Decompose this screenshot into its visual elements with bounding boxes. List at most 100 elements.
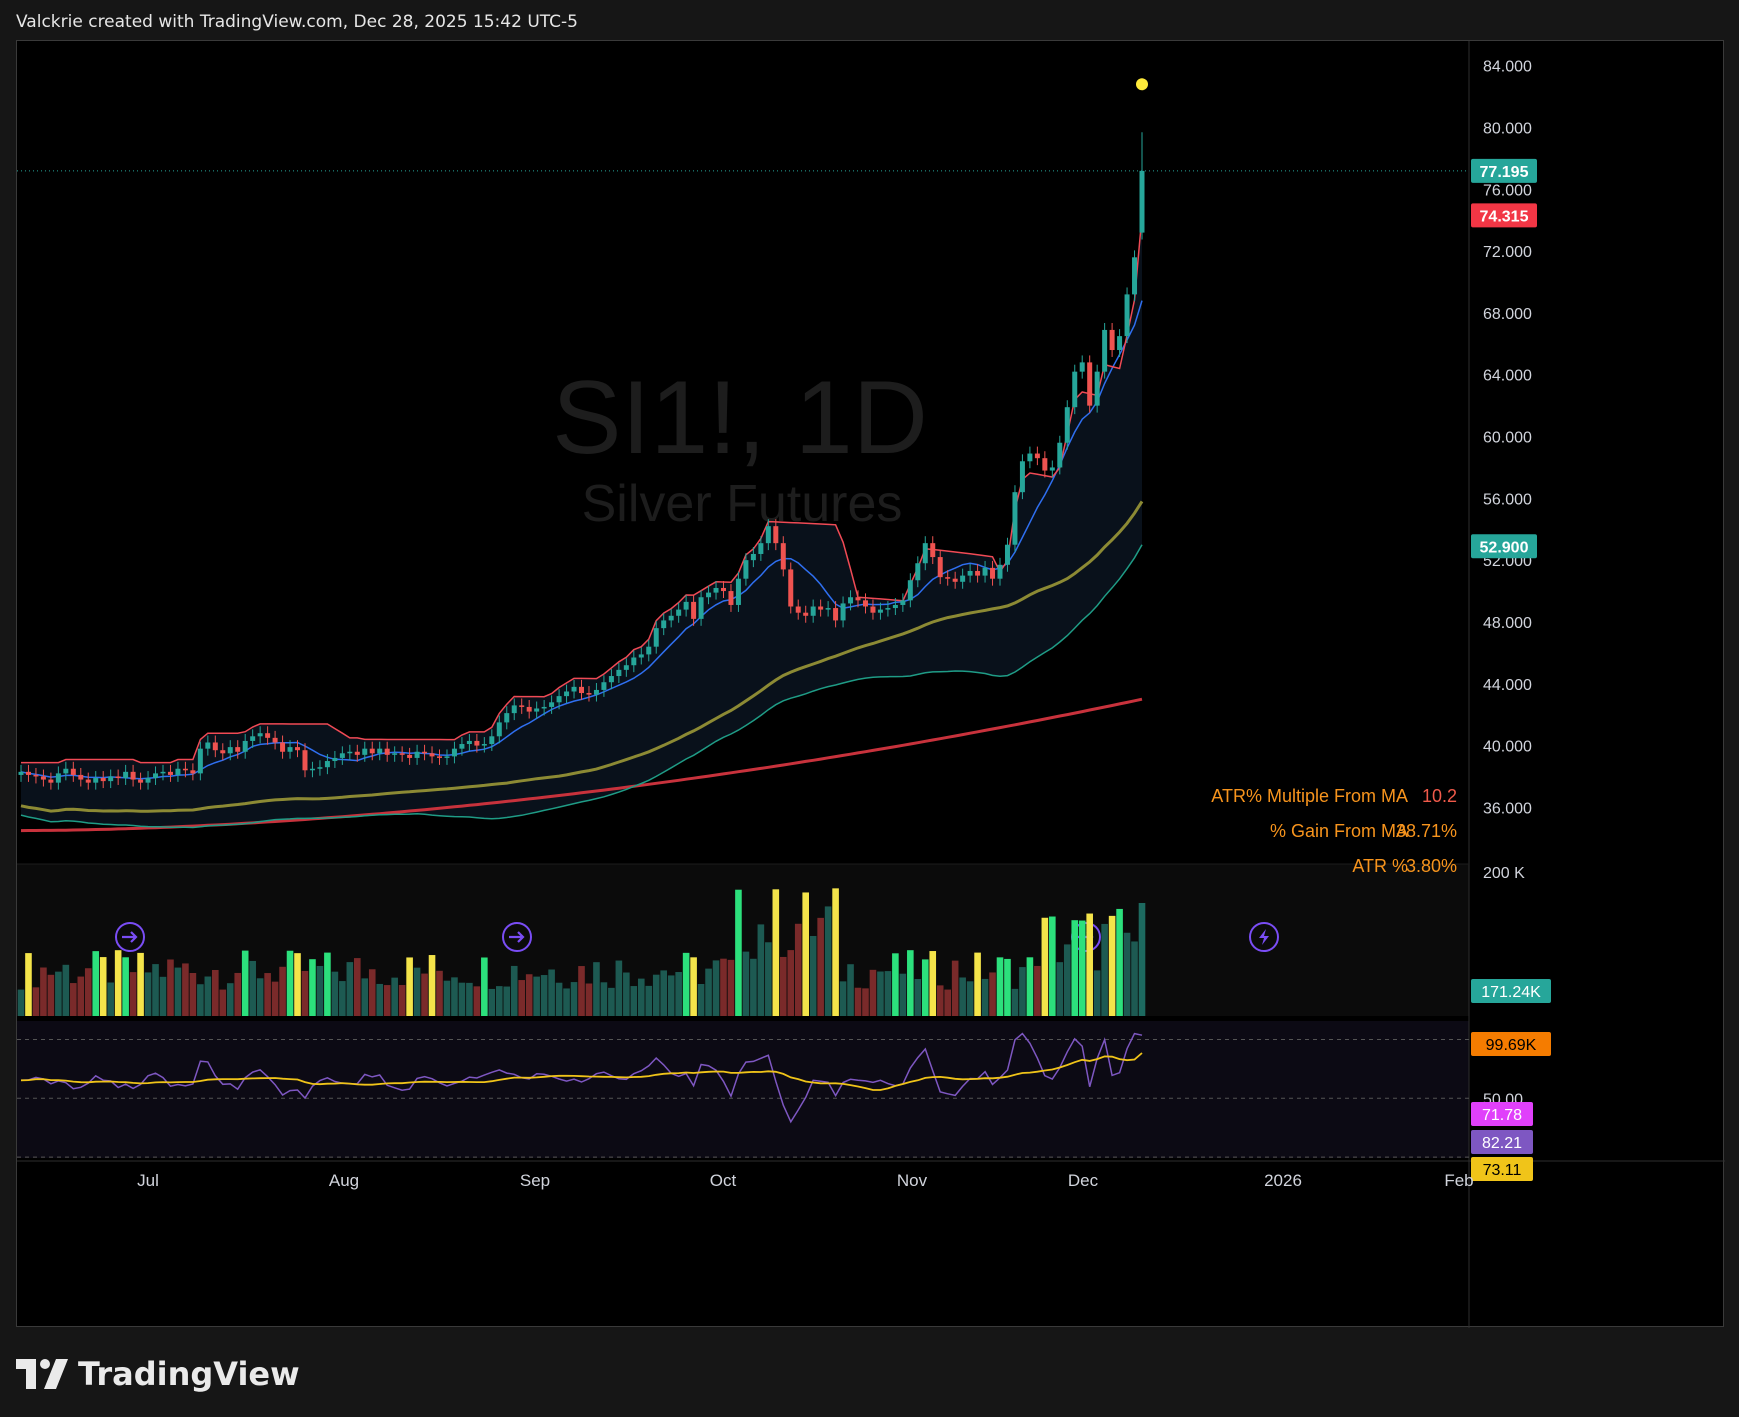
volume-bar [413, 967, 421, 1016]
price-tick-label: 48.000 [1483, 615, 1532, 632]
volume-bar [847, 964, 854, 1016]
info-table-value: 10.2 [1422, 786, 1457, 806]
volume-bar [40, 967, 47, 1016]
candle-body [1019, 461, 1025, 493]
volume-bar [466, 982, 473, 1016]
volume-bar [944, 989, 951, 1016]
volume-bar [331, 971, 339, 1016]
candle-body [511, 705, 517, 714]
price-label-box [1471, 534, 1537, 559]
volume-bar [824, 906, 832, 1016]
candle-body [788, 569, 794, 607]
candle-body [295, 747, 301, 751]
candle-body [25, 771, 31, 775]
candle-body [1117, 336, 1123, 351]
volume-bar [204, 976, 212, 1016]
candle-body [907, 580, 913, 601]
info-table-value: 3.80% [1406, 856, 1457, 876]
volume-bar [249, 960, 256, 1016]
price-label: 77.195 [1480, 164, 1529, 181]
volume-bar [608, 987, 615, 1016]
volume-bar [518, 980, 526, 1016]
candle-body [638, 654, 644, 658]
candle-body [608, 676, 614, 683]
volume-bar [727, 959, 735, 1016]
chart-frame[interactable]: SI1!, 1D Silver Futures 84.000 80.000 76.000… [16, 40, 1725, 1328]
volume-bar [1116, 908, 1123, 1016]
candle-body [803, 612, 809, 616]
volume-bar [682, 952, 690, 1016]
candle-body [414, 751, 420, 758]
candle-body [1087, 362, 1093, 406]
candle-body [773, 526, 779, 544]
candle-body [1034, 453, 1040, 459]
candle-body [332, 757, 338, 762]
candle-body [668, 615, 674, 621]
volume-bar [1049, 916, 1056, 1016]
volume-bar [600, 982, 608, 1016]
candle-body [1057, 442, 1063, 468]
volume-bar [1063, 944, 1071, 1016]
candle-body [287, 747, 293, 752]
volume-bar [1071, 920, 1079, 1016]
candle-body [167, 771, 173, 775]
candle-body [870, 606, 876, 613]
candle-body [534, 708, 540, 712]
candle-body [1049, 467, 1055, 471]
price-tick-label: 76.000 [1483, 182, 1532, 199]
candle-body [257, 733, 263, 737]
candle-body [758, 543, 764, 554]
candle-body [750, 553, 756, 561]
volume-bar [899, 973, 907, 1016]
candle-body [601, 682, 607, 690]
volume-bar [197, 984, 204, 1016]
candle-body [309, 768, 315, 771]
candle-body [63, 768, 69, 774]
volume-bar [264, 973, 271, 1016]
tradingview-logo[interactable]: TradingView [16, 1352, 300, 1396]
volume-bar [555, 982, 563, 1016]
volume-bar [929, 951, 937, 1016]
price-label-box [1471, 203, 1537, 228]
candle-body [892, 604, 898, 609]
band-fill [21, 215, 1142, 828]
signal-ring [502, 922, 532, 952]
volume-tick-label: 200 K [1483, 865, 1525, 882]
volume-bar [525, 974, 533, 1016]
candle-body [855, 597, 861, 601]
candle-body [145, 778, 151, 783]
volume-bar [914, 978, 922, 1016]
candle-body [1079, 362, 1085, 372]
candle-body [108, 776, 114, 782]
candle-body [676, 609, 682, 616]
volume-bar [862, 988, 869, 1016]
candle-body [967, 570, 973, 576]
volume-bars [17, 888, 1146, 1016]
volume-bar [750, 958, 757, 1016]
volume-bar [936, 985, 944, 1016]
candle-body [242, 740, 248, 752]
volume-bar [421, 973, 428, 1016]
candle-body [422, 751, 428, 754]
volume-bar [787, 950, 795, 1016]
volume-bar [989, 972, 996, 1016]
candle-body [960, 575, 966, 582]
candle-body [922, 543, 928, 564]
candle-body [833, 608, 839, 621]
volume-bar [1138, 902, 1146, 1016]
time-tick-label: Nov [897, 1171, 928, 1190]
volume-bar [869, 969, 877, 1016]
volume-bar [1026, 957, 1034, 1016]
candle-body [720, 587, 726, 592]
candle-body [85, 779, 91, 783]
candle-body [429, 753, 435, 757]
volume-bar [495, 986, 503, 1016]
candle-body [877, 609, 883, 613]
candle-body [40, 776, 46, 780]
candle-body [481, 744, 487, 746]
volume-bar [652, 974, 660, 1016]
candle-body [735, 578, 741, 605]
time-tick-label: Sep [520, 1171, 550, 1190]
candle-body [1064, 407, 1070, 443]
